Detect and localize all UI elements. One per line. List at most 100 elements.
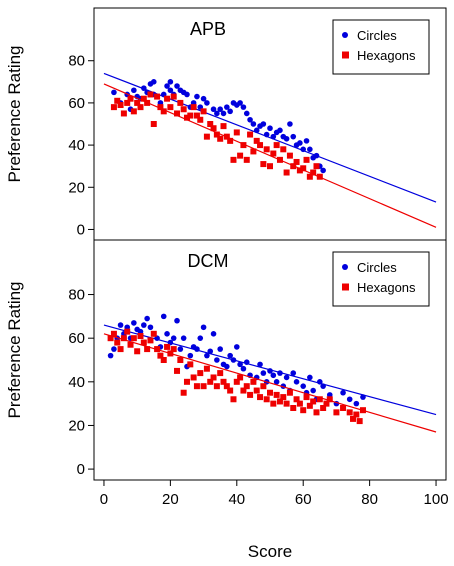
- data-point-square: [167, 104, 174, 111]
- data-point-square: [203, 133, 210, 140]
- y-tick-label: 20: [68, 417, 85, 434]
- data-point-square: [267, 389, 273, 396]
- data-point-square: [300, 407, 307, 414]
- data-point-circle: [180, 335, 187, 341]
- data-point-square: [140, 95, 147, 102]
- data-point-square: [207, 378, 214, 385]
- x-tick-label: 100: [424, 491, 449, 508]
- data-point-circle: [237, 361, 243, 368]
- data-point-square: [227, 387, 234, 394]
- legend-label: Circles: [357, 28, 397, 43]
- chart-panels: 0 20 40 60 80 Preference Rating APB Circles Hexa…: [5, 7, 447, 481]
- data-point-circle: [167, 87, 174, 94]
- data-point-square: [323, 400, 330, 407]
- data-point-square: [110, 104, 117, 111]
- data-point-circle: [283, 374, 290, 381]
- x-axis: 0 20 40 60 80 100: [100, 480, 449, 508]
- y-axis-title: Preference Rating: [5, 281, 24, 418]
- data-point-square: [207, 121, 214, 127]
- data-point-circle: [257, 361, 263, 368]
- data-point-square: [134, 99, 141, 106]
- data-point-square: [193, 112, 200, 119]
- data-point-circle: [273, 379, 280, 385]
- trend-line-hexagons: [103, 333, 437, 433]
- data-point-circle: [187, 352, 194, 359]
- data-point-square: [296, 167, 303, 174]
- data-point-square: [270, 400, 277, 407]
- data-point-square: [127, 341, 134, 348]
- legend-marker-circle: [342, 264, 348, 270]
- series-hexagons: [110, 91, 323, 180]
- data-point-square: [250, 378, 257, 385]
- data-point-square: [233, 378, 240, 385]
- data-point-square: [316, 396, 323, 403]
- data-point-circle: [240, 365, 247, 372]
- data-point-square: [170, 93, 177, 100]
- panel-apb: 0 20 40 60 80 Preference Rating APB Circles Hexa…: [5, 7, 447, 241]
- data-point-circle: [167, 79, 174, 85]
- data-point-circle: [111, 89, 117, 96]
- data-point-square: [300, 165, 307, 172]
- data-point-square: [286, 389, 293, 396]
- data-point-square: [213, 383, 220, 390]
- data-point-square: [223, 383, 230, 390]
- data-point-square: [306, 402, 313, 409]
- data-point-square: [180, 106, 187, 113]
- data-point-circle: [310, 387, 316, 394]
- data-point-circle: [194, 93, 200, 100]
- data-point-circle: [237, 100, 243, 106]
- data-point-square: [114, 339, 121, 346]
- data-point-square: [260, 383, 267, 390]
- data-point-circle: [290, 133, 297, 140]
- data-point-square: [263, 396, 270, 403]
- x-tick-label: 60: [295, 491, 312, 508]
- data-point-square: [177, 99, 184, 106]
- data-point-circle: [227, 352, 233, 359]
- data-point-circle: [197, 335, 204, 341]
- data-point-square: [157, 104, 164, 111]
- x-tick-label: 80: [361, 491, 378, 508]
- data-point-square: [114, 97, 121, 104]
- data-point-square: [257, 142, 264, 149]
- data-point-square: [310, 398, 317, 405]
- data-point-square: [227, 137, 234, 144]
- data-point-square: [200, 383, 207, 390]
- data-point-circle: [107, 352, 114, 359]
- data-point-square: [243, 383, 250, 390]
- data-point-circle: [164, 331, 170, 337]
- data-point-square: [220, 378, 227, 385]
- data-point-circle: [346, 396, 353, 403]
- data-point-square: [286, 152, 293, 159]
- data-point-circle: [260, 370, 267, 376]
- data-point-square: [170, 346, 177, 353]
- data-point-square: [197, 116, 204, 123]
- data-point-square: [293, 158, 300, 165]
- data-point-square: [177, 357, 184, 363]
- data-point-circle: [300, 383, 307, 389]
- data-point-square: [160, 108, 167, 115]
- data-point-square: [306, 173, 313, 180]
- data-point-square: [137, 104, 144, 111]
- legend-label: Hexagons: [357, 280, 416, 295]
- data-point-square: [147, 91, 154, 98]
- data-point-square: [124, 328, 131, 335]
- data-point-circle: [210, 331, 217, 337]
- data-point-square: [340, 405, 347, 411]
- data-point-square: [230, 156, 237, 163]
- data-point-square: [134, 348, 141, 355]
- data-point-square: [247, 131, 254, 138]
- panel-title: APB: [190, 19, 226, 39]
- y-tick-label: 40: [68, 137, 85, 154]
- data-point-circle: [320, 167, 326, 174]
- data-point-circle: [353, 400, 360, 407]
- data-point-circle: [170, 335, 177, 341]
- x-tick-label: 40: [228, 491, 245, 508]
- data-point-square: [124, 99, 131, 106]
- data-point-square: [154, 93, 161, 100]
- data-point-square: [210, 374, 217, 381]
- data-point-circle: [243, 110, 250, 117]
- plot-frame: [93, 239, 447, 481]
- data-point-circle: [207, 348, 214, 355]
- data-point-square: [147, 337, 154, 344]
